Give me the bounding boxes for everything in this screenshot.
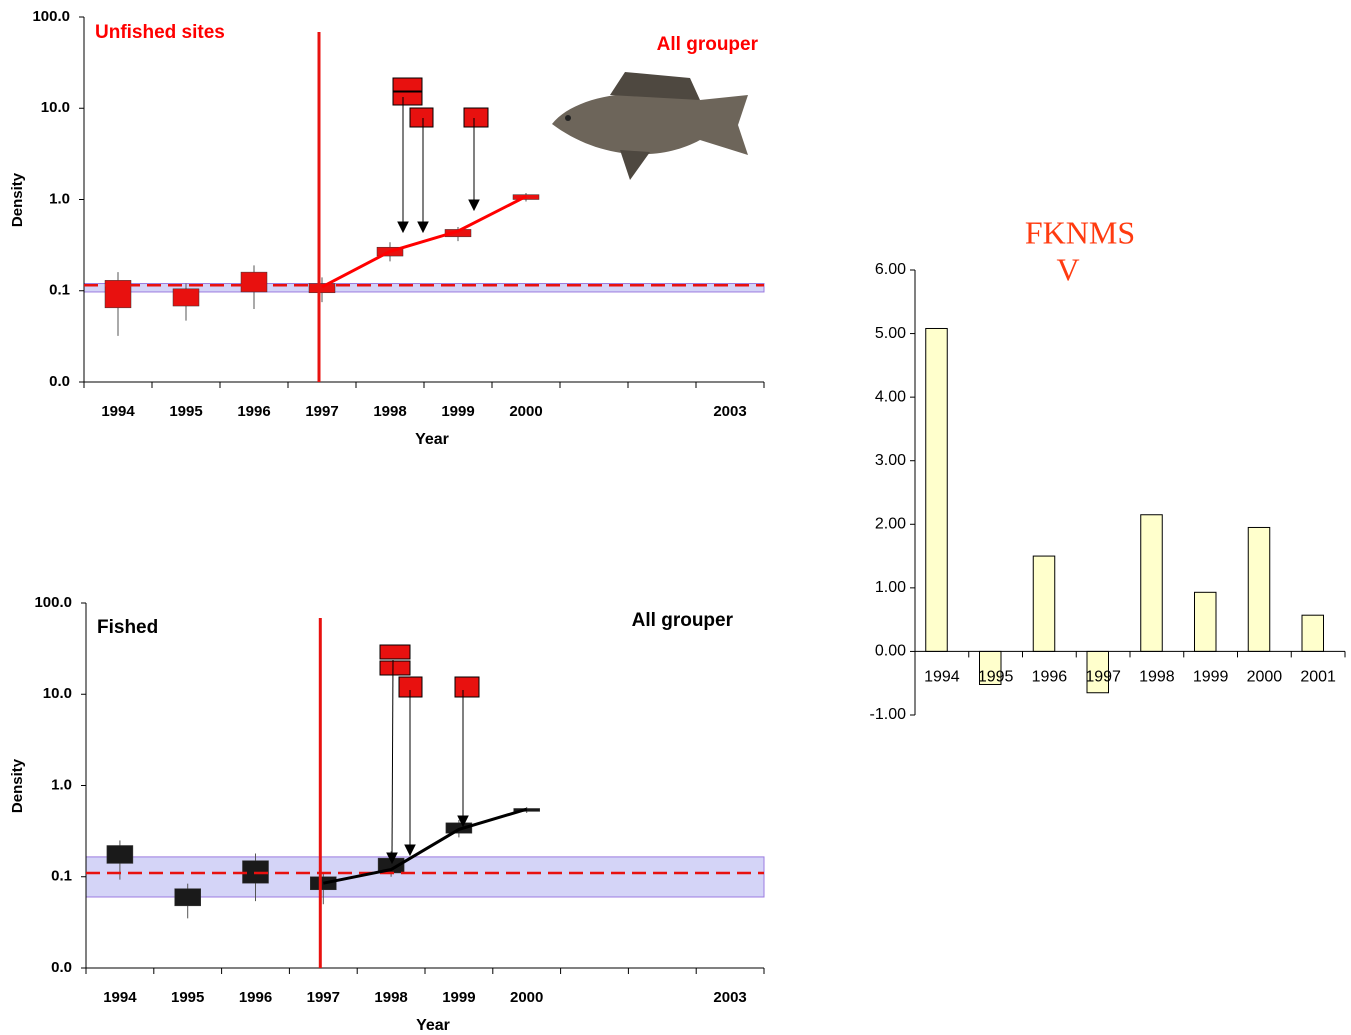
icon <box>409 107 434 128</box>
x-tick-label: 1996 <box>237 403 270 420</box>
box <box>310 876 337 891</box>
fish-fin <box>620 150 650 180</box>
box <box>106 845 134 864</box>
trend-line <box>323 807 528 885</box>
y-tick-label: 0.00 <box>875 643 906 660</box>
box <box>444 229 472 238</box>
fish <box>552 72 748 180</box>
y-tick-label: 10.0 <box>43 685 72 702</box>
fish-eye <box>565 115 571 121</box>
icon <box>379 660 411 676</box>
bar <box>925 327 948 652</box>
x-tick-label: 2001 <box>1300 669 1336 686</box>
bar <box>1301 614 1324 652</box>
icon <box>463 107 489 128</box>
x-tick-label: 1995 <box>169 403 202 420</box>
bar <box>1194 591 1217 652</box>
x-tick-label: 2000 <box>509 403 542 420</box>
y-tick-label: 2.00 <box>875 516 906 533</box>
y-tick-label: 0.1 <box>49 282 70 299</box>
x-tick-label: 1999 <box>441 403 474 420</box>
chart-subtitle: All grouper <box>632 610 734 631</box>
x-tick-label: 2000 <box>510 989 543 1006</box>
x-tick-label: 1998 <box>374 989 407 1006</box>
x-axis-label: Year <box>415 431 449 448</box>
x-tick-label: 1997 <box>307 989 340 1006</box>
trend-line <box>321 195 527 289</box>
y-tick-label: 10.0 <box>41 99 70 116</box>
x-tick-label: 1998 <box>1139 669 1175 686</box>
box <box>308 283 336 294</box>
x-tick-label: 1997 <box>1085 669 1121 686</box>
icon <box>454 676 480 698</box>
arrowhead <box>386 815 469 865</box>
x-tick-label: 1994 <box>924 669 960 686</box>
x-axis-label: Year <box>416 1017 450 1034</box>
chart-title: Fished <box>97 617 158 638</box>
x-tick-label: 1995 <box>978 669 1014 686</box>
chart-title: FKNMS <box>1025 214 1135 250</box>
annotations <box>379 77 489 865</box>
box <box>174 888 201 907</box>
y-tick-label: 0.0 <box>49 373 70 390</box>
y-tick-label: 0.0 <box>51 959 72 976</box>
fish-body <box>552 93 748 155</box>
chart-subtitle: All grouper <box>657 34 759 55</box>
box <box>240 271 268 293</box>
y-tick-label: 1.0 <box>49 190 70 207</box>
y-tick-label: 6.00 <box>875 261 906 278</box>
icon <box>379 644 411 660</box>
x-tick-label: 1996 <box>1032 669 1068 686</box>
y-tick-label: 3.00 <box>875 452 906 469</box>
y-tick-label: 1.00 <box>875 579 906 596</box>
arrow <box>391 659 394 856</box>
bar <box>1032 555 1056 652</box>
y-tick-label: 100.0 <box>32 8 70 25</box>
x-tick-label: 2003 <box>713 989 746 1006</box>
x-tick-label: 1994 <box>101 403 135 420</box>
x-tick-label: 1997 <box>305 403 338 420</box>
x-tick-label: 1999 <box>1193 669 1229 686</box>
chart-subtitle: V <box>1056 251 1079 287</box>
y-tick-label: 5.00 <box>875 325 906 342</box>
x-tick-label: 2003 <box>713 403 746 420</box>
box <box>172 288 200 307</box>
icon <box>392 77 423 92</box>
x-tick-label: 2000 <box>1247 669 1283 686</box>
y-tick-label: 4.00 <box>875 388 906 405</box>
arrowhead <box>397 199 480 234</box>
y-tick-label: -1.00 <box>870 706 907 723</box>
x-tick-label: 1999 <box>442 989 475 1006</box>
x-tick-label: 1995 <box>171 989 204 1006</box>
y-tick-label: 1.0 <box>51 776 72 793</box>
bar <box>1247 526 1271 652</box>
fish-fin <box>610 72 700 100</box>
y-tick-label: 0.1 <box>51 868 72 885</box>
bar <box>1140 514 1163 652</box>
y-axis-label: Density <box>9 758 26 813</box>
y-tick-label: 100.0 <box>34 594 72 611</box>
icon <box>392 91 423 106</box>
x-tick-label: 1996 <box>239 989 272 1006</box>
chart-title: Unfished sites <box>95 22 225 43</box>
y-axis-label: Density <box>9 172 26 227</box>
x-tick-label: 1994 <box>103 989 137 1006</box>
x-tick-label: 1998 <box>373 403 406 420</box>
